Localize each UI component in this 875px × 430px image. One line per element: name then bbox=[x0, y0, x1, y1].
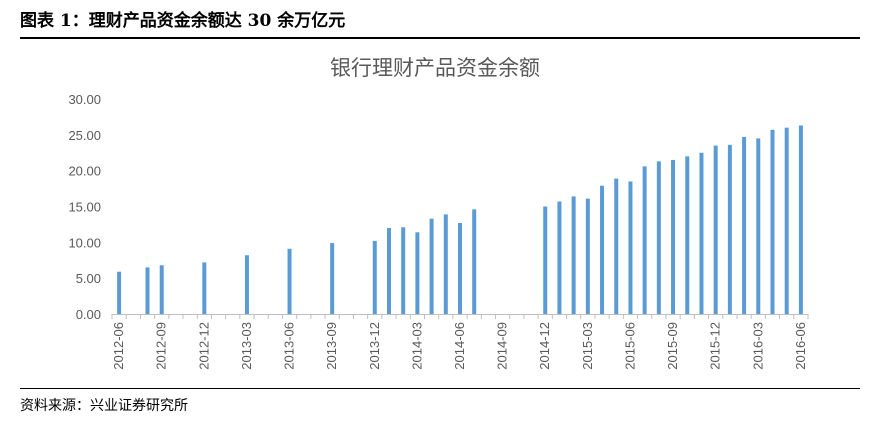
bar-2014-02 bbox=[401, 227, 406, 314]
bar-2015-01 bbox=[557, 201, 562, 314]
bar-2013-06 bbox=[287, 248, 292, 314]
bar-2015-06 bbox=[628, 181, 633, 314]
bar-2015-03 bbox=[585, 198, 590, 314]
x-tick-label: 2014-12 bbox=[537, 322, 552, 370]
y-tick-label: 0.00 bbox=[76, 307, 101, 322]
bar-2015-07 bbox=[642, 166, 647, 314]
x-tick-label: 2012-09 bbox=[154, 322, 169, 370]
bar-2014-04 bbox=[429, 218, 434, 314]
x-tick-label: 2013-06 bbox=[282, 322, 297, 370]
source-rule bbox=[20, 388, 860, 389]
y-tick-label: 5.00 bbox=[76, 271, 101, 286]
y-tick-label: 20.00 bbox=[68, 164, 101, 179]
y-axis-ticks: 0.00 5.00 10.00 15.00 20.00 25.00 30.00 bbox=[68, 92, 101, 322]
bar-2015-09 bbox=[671, 159, 676, 314]
bar-2015-11 bbox=[699, 152, 704, 314]
x-tick-label: 2015-06 bbox=[622, 322, 637, 370]
x-tick-label: 2013-09 bbox=[324, 322, 339, 370]
bar-2015-05 bbox=[614, 178, 619, 314]
bar-2016-03 bbox=[756, 138, 761, 314]
x-tick-label: 2014-06 bbox=[452, 322, 467, 370]
y-tick-label: 30.00 bbox=[68, 92, 101, 107]
bar-2014-03 bbox=[415, 232, 420, 314]
bar-2016-01 bbox=[727, 144, 732, 314]
x-tick-label: 2016-06 bbox=[793, 322, 808, 370]
bar-2014-12 bbox=[543, 206, 548, 314]
bar-2016-02 bbox=[742, 136, 747, 314]
x-tick-label: 2014-09 bbox=[495, 322, 510, 370]
bar-2014-07 bbox=[472, 209, 477, 314]
bar-2015-12 bbox=[713, 145, 718, 314]
y-tick-label: 15.00 bbox=[68, 200, 101, 215]
y-tick-label: 25.00 bbox=[68, 128, 101, 143]
bar-2015-08 bbox=[656, 161, 661, 314]
bar-2015-10 bbox=[685, 156, 690, 314]
x-tick-label: 2016-03 bbox=[750, 322, 765, 370]
bar-2015-02 bbox=[571, 196, 576, 314]
bar-series bbox=[117, 125, 803, 315]
bar-2016-04 bbox=[770, 129, 775, 314]
x-tick-label: 2013-03 bbox=[239, 322, 254, 370]
bar-2016-05 bbox=[784, 127, 789, 315]
bar-2013-09 bbox=[330, 243, 335, 314]
chart-title: 银行理财产品资金余额 bbox=[330, 56, 540, 80]
figure-caption: 图表 1：理财产品资金余额达 30 余万亿元 bbox=[20, 11, 346, 31]
bar-2016-06 bbox=[798, 125, 803, 315]
x-tick-label: 2015-09 bbox=[665, 322, 680, 370]
bar-2012-08 bbox=[145, 267, 150, 314]
source-note: 资料来源：兴业证券研究所 bbox=[20, 398, 188, 414]
bar-2015-04 bbox=[600, 185, 605, 314]
bar-2013-03 bbox=[244, 255, 249, 314]
x-tick-label: 2012-06 bbox=[111, 322, 126, 370]
x-tick-label: 2015-03 bbox=[580, 322, 595, 370]
balance-bar-chart: 银行理财产品资金余额 0.00 5.00 10.00 15.00 20.00 25.00 3… bbox=[68, 56, 809, 370]
x-tick-label: 2014-03 bbox=[409, 322, 424, 370]
bar-2014-01 bbox=[386, 228, 391, 314]
bar-2014-05 bbox=[443, 214, 448, 314]
y-tick-label: 10.00 bbox=[68, 235, 101, 250]
caption-rule bbox=[20, 37, 860, 39]
x-tick-label: 2013-12 bbox=[367, 322, 382, 370]
bar-2012-06 bbox=[117, 271, 122, 314]
x-tick-label: 2015-12 bbox=[708, 322, 723, 370]
x-axis-ticks: 2012-06 2012-09 2012-12 2013-03 2013-06 2013-… bbox=[111, 314, 809, 370]
bar-2012-09 bbox=[159, 265, 164, 314]
bar-2012-12 bbox=[202, 262, 207, 314]
bar-2013-12 bbox=[372, 240, 377, 314]
bar-2014-06 bbox=[458, 222, 462, 314]
x-tick-label: 2012-12 bbox=[196, 322, 211, 370]
